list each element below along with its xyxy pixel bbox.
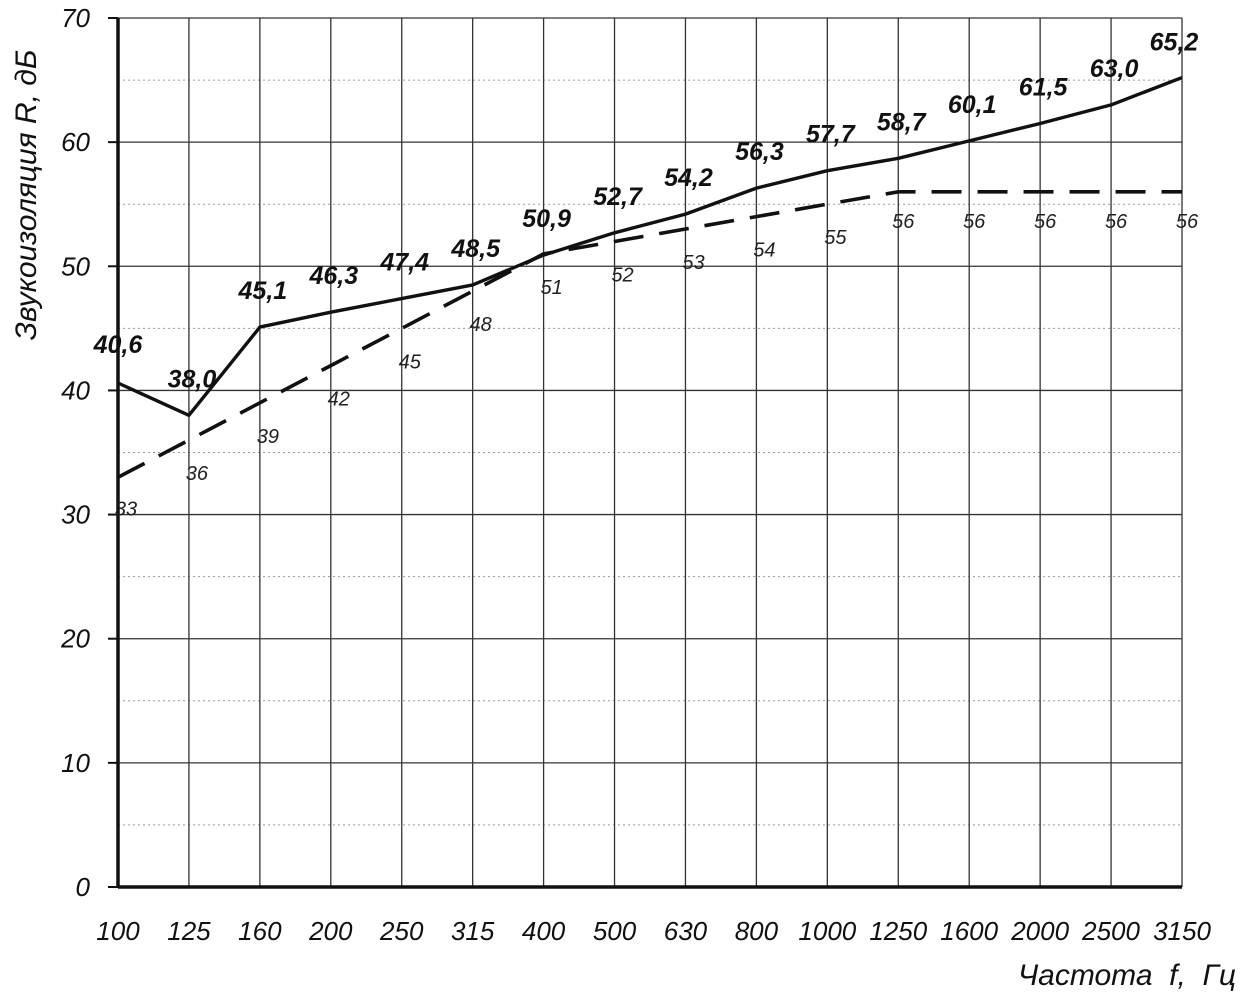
x-tick-label: 800 (735, 916, 779, 946)
grid (118, 17, 1183, 887)
y-tick-label: 30 (61, 500, 90, 530)
measured-curve-line (117, 76, 1183, 417)
x-tick-label: 160 (238, 916, 282, 946)
measured-value-label: 65,2 (1150, 29, 1199, 57)
x-tick-label: 500 (593, 916, 637, 946)
reference-value-label: 56 (963, 211, 986, 233)
measured-value-label: 56,3 (735, 138, 784, 166)
reference-value-label: 48 (470, 314, 492, 336)
series (117, 76, 1183, 479)
reference-value-label: 56 (892, 211, 915, 233)
y-tick-label: 20 (60, 624, 90, 654)
measured-value-label: 48,5 (450, 235, 501, 263)
reference-value-label: 56 (1176, 211, 1199, 233)
measured-value-label: 38,0 (168, 365, 217, 393)
measured-value-label: 52,7 (593, 183, 643, 211)
x-tick-label: 3150 (1153, 916, 1211, 946)
y-tick-label: 50 (61, 251, 90, 281)
reference-value-label: 53 (682, 252, 704, 274)
x-tick-label: 200 (308, 916, 353, 946)
reference-value-label: 55 (824, 227, 847, 249)
measured-value-label: 61,5 (1019, 74, 1069, 102)
reference-value-label: 56 (1105, 211, 1128, 233)
measured-value-label: 63,0 (1090, 55, 1139, 83)
reference-value-label: 56 (1034, 211, 1057, 233)
measured-value-label: 50,9 (522, 205, 571, 233)
x-tick-labels: 100 125 160 200 250 315 400 500 630 800 1000 1250 16… (96, 916, 1211, 946)
measured-value-label: 57,7 (806, 121, 856, 149)
measured-value-label: 47,4 (379, 249, 429, 277)
measured-value-label: 46,3 (308, 262, 358, 290)
x-tick-label: 1600 (940, 916, 998, 946)
reference-value-label: 42 (328, 389, 350, 411)
x-tick-label: 250 (379, 916, 424, 946)
measured-value-label: 40,6 (93, 331, 144, 359)
x-tick-label: 125 (167, 916, 211, 946)
reference-value-label: 51 (540, 277, 562, 299)
x-tick-label: 315 (451, 916, 495, 946)
reference-value-label: 36 (186, 463, 209, 485)
y-tick-label: 10 (61, 748, 90, 778)
y-axis-title: Звукоизоляция R, дБ (10, 50, 43, 341)
axes (116, 18, 1182, 889)
data-labels: 40,6 38,0 45,1 46,3 47,4 48,5 50,9 52,7 54,2 56,3… (93, 29, 1199, 521)
x-tick-label: 400 (522, 916, 566, 946)
measured-value-label: 58,7 (877, 108, 927, 136)
y-tick-labels: 0 10 20 30 40 50 60 70 (60, 3, 118, 902)
x-tick-label: 1000 (798, 916, 856, 946)
x-axis-title: Частота f, Гц (1018, 959, 1236, 992)
x-tick-label: 630 (664, 916, 708, 946)
reference-value-label: 52 (611, 264, 633, 286)
y-tick-label: 40 (61, 375, 90, 405)
measured-value-label: 45,1 (238, 277, 288, 305)
reference-curve-line (117, 190, 1182, 479)
x-tick-label: 100 (96, 916, 140, 946)
y-tick-label: 60 (61, 127, 90, 157)
reference-value-label: 33 (115, 498, 137, 520)
y-tick-label: 0 (76, 872, 91, 902)
reference-value-label: 39 (257, 426, 279, 448)
y-tick-label: 70 (61, 3, 90, 33)
reference-value-label: 54 (753, 240, 775, 262)
measured-value-label: 60,1 (948, 91, 997, 119)
x-tick-label: 2000 (1010, 916, 1069, 946)
x-tick-label: 1250 (869, 916, 927, 946)
reference-value-label: 45 (399, 351, 422, 373)
x-tick-label: 2500 (1081, 916, 1140, 946)
measured-value-label: 54,2 (664, 164, 713, 192)
